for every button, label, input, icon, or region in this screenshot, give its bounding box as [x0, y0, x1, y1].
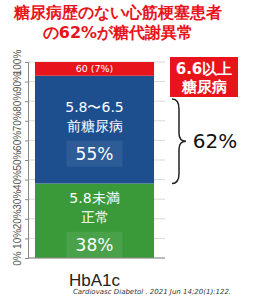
- bar-segment: [35, 184, 154, 258]
- y-tick-label: 60%: [12, 131, 23, 151]
- y-tick: 70%: [12, 111, 28, 131]
- bar-segment: [35, 76, 154, 184]
- y-tick-mark: [25, 121, 28, 122]
- y-tick-label: 30%: [12, 190, 23, 210]
- y-axis: 0%10%20%30%40%50%60%70%80%90%100%: [12, 50, 29, 266]
- x-axis: HbA1c: [28, 258, 165, 290]
- callout-text: 糖尿病: [181, 78, 227, 96]
- y-tick-mark: [25, 219, 28, 220]
- segment-name: 前糖尿病: [67, 118, 123, 134]
- y-tick-label: 80%: [12, 92, 23, 112]
- x-axis-line: [28, 258, 165, 259]
- y-tick: 80%: [12, 92, 28, 112]
- y-tick-mark: [25, 82, 28, 83]
- bars: [35, 62, 154, 258]
- title: 糖尿病歴のない心筋梗塞患者の62%が糖代謝異常: [13, 3, 222, 42]
- y-tick: 100%: [12, 50, 28, 76]
- y-tick-label: 0%: [12, 251, 23, 266]
- y-tick: 0%: [12, 251, 28, 266]
- data-label: 38%: [76, 235, 114, 255]
- label-box: [67, 232, 123, 258]
- title-line: の62%が糖代謝異常: [43, 23, 193, 42]
- y-tick: 20%: [12, 209, 28, 229]
- bracket: [172, 99, 186, 184]
- y-tick-mark: [25, 62, 28, 63]
- y-axis-line: [25, 63, 29, 259]
- citation: Cardiovasc Diabetol . 2021 Jun 14;20(1):…: [73, 288, 231, 296]
- y-tick-mark: [25, 101, 28, 102]
- data-labels: 5.8未満正常 38% 5.8〜6.5 前糖尿病 55% 60 (7%): [65, 63, 124, 257]
- title-line: 糖尿病歴のない心筋梗塞患者: [13, 3, 222, 22]
- y-tick-label: 20%: [12, 209, 23, 229]
- grid-line: [28, 258, 165, 259]
- y-tick-label: 70%: [12, 111, 23, 131]
- y-tick-mark: [25, 238, 28, 239]
- y-tick: 50%: [12, 150, 28, 170]
- y-tick-label: 50%: [12, 150, 23, 170]
- y-tick-label: 40%: [12, 170, 23, 190]
- x-tick: HbA1c: [69, 258, 121, 290]
- y-tick-mark: [25, 199, 28, 200]
- label-box: [67, 141, 123, 167]
- y-tick-label: 100%: [12, 50, 23, 76]
- y-tick-mark: [25, 160, 28, 161]
- y-tick: 10%: [12, 229, 28, 249]
- annotation: 62%: [193, 129, 237, 153]
- y-tick-mark: [25, 180, 28, 181]
- y-tick-mark: [25, 140, 28, 141]
- bar-segment: [35, 62, 154, 76]
- grid: [28, 62, 165, 258]
- segment-name: 5.8未満: [69, 190, 119, 206]
- y-tick: 30%: [12, 190, 28, 210]
- callout-box: [170, 57, 238, 97]
- y-tick-label: 10%: [12, 229, 23, 249]
- segment-name: 5.8〜6.5: [65, 99, 124, 115]
- data-label: 60 (7%): [76, 63, 114, 74]
- data-label: 55%: [76, 144, 114, 164]
- y-tick: 40%: [12, 170, 28, 190]
- y-tick: 60%: [12, 131, 28, 151]
- callout-text: 6.6以上: [176, 60, 233, 78]
- segment-name: 正常: [81, 209, 109, 225]
- y-tick-mark: [25, 258, 28, 259]
- chart: 糖尿病歴のない心筋梗塞患者の62%が糖代謝異常 5.8未満正常 38% 5.8〜6.5…: [0, 0, 262, 300]
